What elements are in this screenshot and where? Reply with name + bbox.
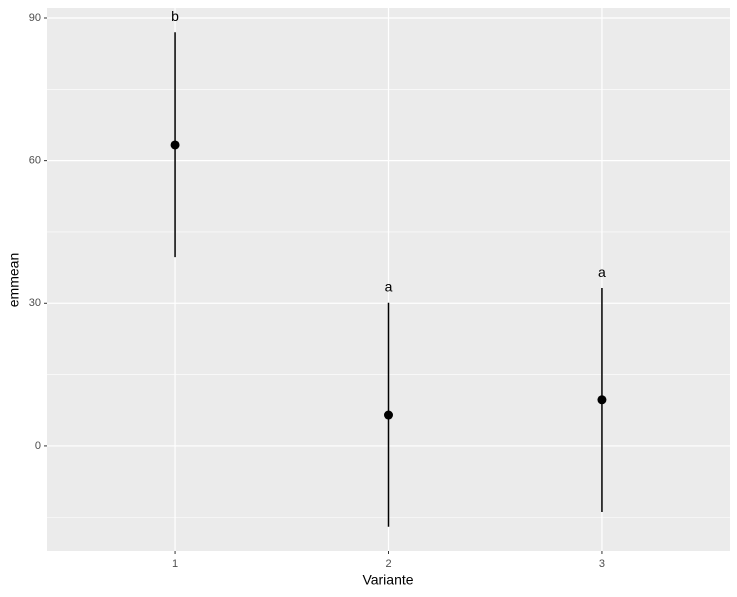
point — [170, 140, 180, 150]
group-label: a — [385, 279, 393, 295]
group-label: a — [598, 264, 606, 280]
y-tick-label: 30 — [29, 297, 41, 309]
point — [384, 410, 393, 420]
point — [597, 395, 607, 405]
y-tick-label: 0 — [35, 440, 41, 452]
group-label: b — [171, 8, 179, 24]
y-tick-label: 90 — [29, 12, 41, 24]
x-tick-label: 2 — [385, 558, 391, 570]
x-tick-label: 1 — [172, 558, 178, 570]
x-tick-label: 3 — [599, 558, 605, 570]
x-axis-title: Variante — [362, 572, 413, 588]
y-axis-title: emmean — [6, 253, 22, 307]
y-tick-label: 60 — [29, 155, 41, 167]
